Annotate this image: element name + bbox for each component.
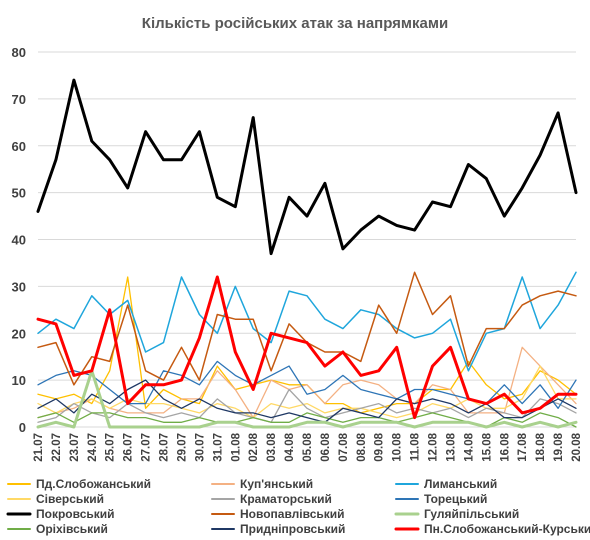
x-tick-label: 29.07 [176,433,188,462]
y-tick-label: 60 [12,139,26,154]
legend-entry: Куп'янський [240,477,313,491]
x-tick-label: 26.07 [123,433,135,462]
x-tick-label: 17.08 [517,432,529,461]
y-tick-label: 30 [12,279,26,294]
y-axis: 0 10 20 30 40 50 60 70 80 [12,45,26,435]
x-tick-label: 05.08 [302,432,314,461]
x-tick-label: 20.08 [571,432,583,461]
y-tick-label: 80 [12,45,26,60]
chart-title: Кількість російських атак за напрямками [142,15,448,32]
legend-entry: Покровський [36,507,115,521]
x-tick-label: 12.08 [428,432,440,461]
y-tick-label: 40 [12,233,26,248]
x-tick-label: 06.08 [320,432,332,461]
x-tick-label: 30.07 [194,433,206,462]
legend-entry: Пд.Слобожанський [36,477,151,491]
x-tick-label: 31.07 [212,433,224,462]
x-tick-label: 10.08 [392,432,404,461]
series-line-6 [36,78,578,256]
series-lines [36,78,578,429]
x-tick-label: 04.08 [284,432,296,461]
x-tick-label: 13.08 [445,432,457,461]
legend-entry: Краматорський [240,492,332,506]
legend-entry: Придніпровський [240,522,345,536]
y-tick-label: 50 [12,186,26,201]
x-tick-label: 02.08 [248,432,260,461]
series-line-1 [37,346,577,419]
x-tick-label: 18.08 [535,432,547,461]
x-tick-label: 24.07 [87,433,99,462]
x-tick-label: 27.07 [141,433,153,462]
legend-entry: Лиманський [424,477,497,491]
x-tick-label: 23.07 [69,433,81,462]
x-tick-label: 07.08 [338,432,350,461]
x-tick-label: 09.08 [374,432,386,461]
x-axis: 21.07 22.07 23.07 24.07 25.07 26.07 27.07 28.07… [33,432,583,461]
x-tick-label: 16.08 [499,432,511,461]
legend-entry: Гуляйпільський [424,507,519,521]
series-line-11 [36,275,578,420]
y-tick-label: 0 [19,420,26,435]
gridlines [38,51,576,428]
y-tick-label: 20 [12,326,26,341]
series-line-10 [37,379,577,423]
x-tick-label: 19.08 [553,432,565,461]
series-line-7 [37,271,577,386]
legend-entry: Торецький [424,492,487,506]
x-tick-label: 25.07 [105,433,117,462]
legend: Пд.Слобожанський Куп'янський Лиманський Сів… [6,477,590,536]
y-tick-label: 70 [12,92,26,107]
x-tick-label: 08.08 [356,432,368,461]
series-line-8 [36,369,578,429]
series-line-2 [37,271,577,372]
x-tick-label: 28.07 [159,433,171,462]
x-tick-label: 01.08 [230,432,242,461]
legend-entry: Оріхівський [36,522,108,536]
legend-entry: Сіверський [36,492,104,506]
x-tick-label: 15.08 [481,432,493,461]
x-tick-label: 03.08 [266,432,278,461]
x-tick-label: 11.08 [410,432,422,461]
x-tick-label: 21.07 [33,433,45,462]
x-tick-label: 22.07 [51,433,63,462]
legend-entry: Новопавлівський [240,507,345,521]
x-tick-label: 14.08 [463,432,475,461]
y-tick-label: 10 [12,373,26,388]
legend-entry: Пн.Слобожанський-Курський [424,522,590,536]
